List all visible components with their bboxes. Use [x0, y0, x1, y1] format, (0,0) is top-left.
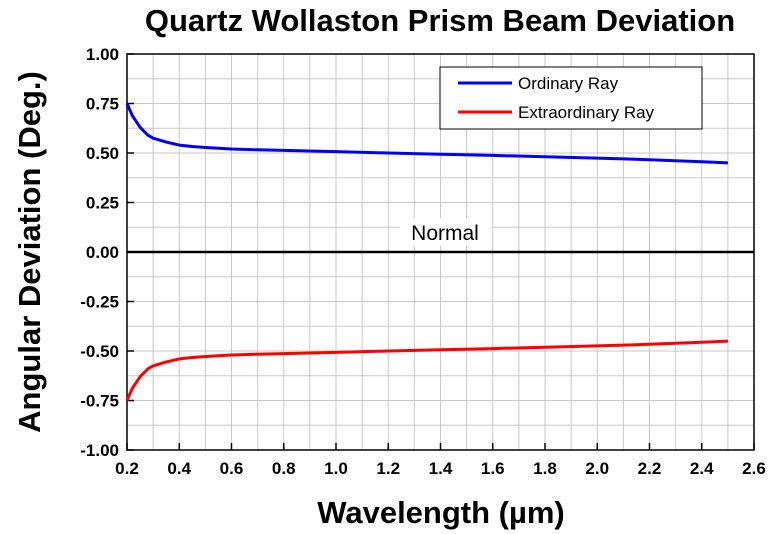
- x-tick-label: 0.4: [167, 459, 191, 478]
- x-tick-labels: 0.2 0.4 0.6 0.8 1.0 1.2 1.4 1.6 1.8 2.0 2.2 2.4 2.6: [115, 459, 766, 478]
- x-tick-label: 2.6: [742, 459, 766, 478]
- legend: Ordinary Ray Extraordinary Ray: [439, 66, 703, 130]
- chart-title: Quartz Wollaston Prism Beam Deviation: [145, 3, 735, 38]
- legend-label: Ordinary Ray: [518, 74, 619, 93]
- x-tick-label: 0.6: [220, 459, 244, 478]
- series-layer: [125, 102, 728, 402]
- x-tick-label: 1.2: [376, 459, 400, 478]
- normal-annotation: Normal: [411, 222, 479, 245]
- series-line-ordinary-ray: [125, 102, 728, 165]
- x-tick-label: 0.2: [115, 459, 139, 478]
- x-tick-label: 0.8: [272, 459, 296, 478]
- x-tick-label: 2.0: [585, 459, 609, 478]
- x-tick-label: 1.8: [533, 459, 557, 478]
- legend-label: Extraordinary Ray: [518, 103, 655, 122]
- y-tick-label: 0.75: [86, 95, 119, 114]
- y-axis-label: Angular Deviation (Deg.): [12, 71, 47, 433]
- y-tick-label: 0.25: [86, 194, 119, 213]
- x-tick-label: 1.0: [324, 459, 348, 478]
- x-axis-label: Wavelength (µm): [317, 495, 565, 530]
- y-tick-labels: 1.00 0.75 0.50 0.25 0.00 -0.25 -0.50 -0.75 -1.00: [80, 45, 119, 460]
- y-tick-label: 0.00: [86, 243, 119, 262]
- x-tick-label: 2.2: [638, 459, 662, 478]
- series-line-extraordinary-ray: [125, 339, 728, 402]
- legend-box: [439, 66, 703, 130]
- y-tick-label: -0.75: [80, 392, 119, 411]
- y-tick-label: -0.50: [80, 342, 119, 361]
- x-tick-label: 2.4: [690, 459, 714, 478]
- x-tick-label: 1.6: [481, 459, 505, 478]
- y-tick-label: -0.25: [80, 293, 119, 312]
- y-tick-label: -1.00: [80, 441, 119, 460]
- y-tick-label: 1.00: [86, 45, 119, 64]
- annotation-background: [400, 218, 492, 246]
- x-tick-label: 1.4: [429, 459, 453, 478]
- axis-ticks: [126, 53, 755, 451]
- y-tick-label: 0.50: [86, 144, 119, 163]
